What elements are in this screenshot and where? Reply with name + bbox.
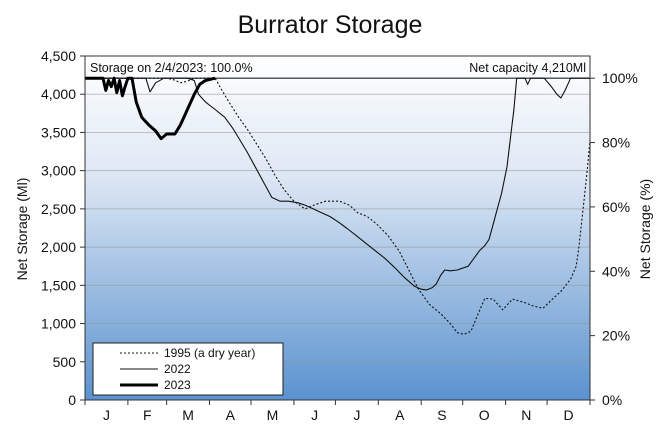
- y-tick-label: 2,500: [41, 201, 76, 217]
- x-tick-label: J: [353, 407, 360, 423]
- legend-label: 2022: [164, 362, 191, 376]
- y-axis-ticks: 0 500 1,000 1,500 2,000 2,500 3,000 3,500 4,000 4…: [41, 48, 85, 408]
- y-tick-label: 4,500: [41, 48, 76, 64]
- y2-tick-label: 40%: [602, 263, 630, 279]
- y2-axis-label: Net Storage (%): [637, 179, 653, 279]
- y-tick-label: 3,000: [41, 163, 76, 179]
- y2-tick-label: 20%: [602, 328, 630, 344]
- x-tick-label: N: [521, 407, 531, 423]
- series-line-thick: [85, 76, 216, 141]
- storage-note: Storage on 2/4/2023: 100.0%: [90, 61, 253, 75]
- legend-label: 1995 (a dry year): [164, 346, 255, 360]
- x-tick-label: A: [395, 407, 405, 423]
- x-tick-label: J: [103, 407, 110, 423]
- y-tick-label: 1,000: [41, 316, 76, 332]
- x-tick-label: A: [226, 407, 236, 423]
- legend: 1995 (a dry year) 2022 2023: [92, 342, 284, 396]
- chart-title: Burrator Storage: [238, 11, 423, 39]
- x-tick-label: M: [267, 407, 279, 423]
- y-tick-label: 2,000: [41, 239, 76, 255]
- capacity-note: Net capacity 4,210Ml: [469, 61, 586, 75]
- x-tick-label: O: [479, 407, 490, 423]
- y-tick-label: 3,500: [41, 124, 76, 140]
- series-line-dotted: [85, 77, 590, 335]
- y-tick-label: 500: [53, 354, 77, 370]
- x-tick-label: D: [563, 407, 573, 423]
- y2-axis-ticks: 0% 20% 40% 60% 80% 100%: [590, 70, 638, 408]
- y-tick-label: 4,000: [41, 86, 76, 102]
- y-axis-label: Net Storage (Ml): [14, 178, 30, 281]
- y2-tick-label: 80%: [602, 135, 630, 151]
- x-tick-label: F: [143, 407, 152, 423]
- legend-label: 2023: [164, 378, 191, 392]
- y-tick-label: 1,500: [41, 277, 76, 293]
- y2-tick-label: 0%: [602, 392, 622, 408]
- x-tick-label: S: [437, 407, 446, 423]
- x-tick-label: M: [182, 407, 194, 423]
- series-group: [85, 76, 590, 335]
- series-line-thin: [85, 77, 590, 291]
- plot-frame: [84, 55, 591, 401]
- y2-tick-label: 100%: [602, 70, 638, 86]
- y2-tick-label: 60%: [602, 199, 630, 215]
- x-tick-label: J: [311, 407, 318, 423]
- y-tick-label: 0: [68, 392, 76, 408]
